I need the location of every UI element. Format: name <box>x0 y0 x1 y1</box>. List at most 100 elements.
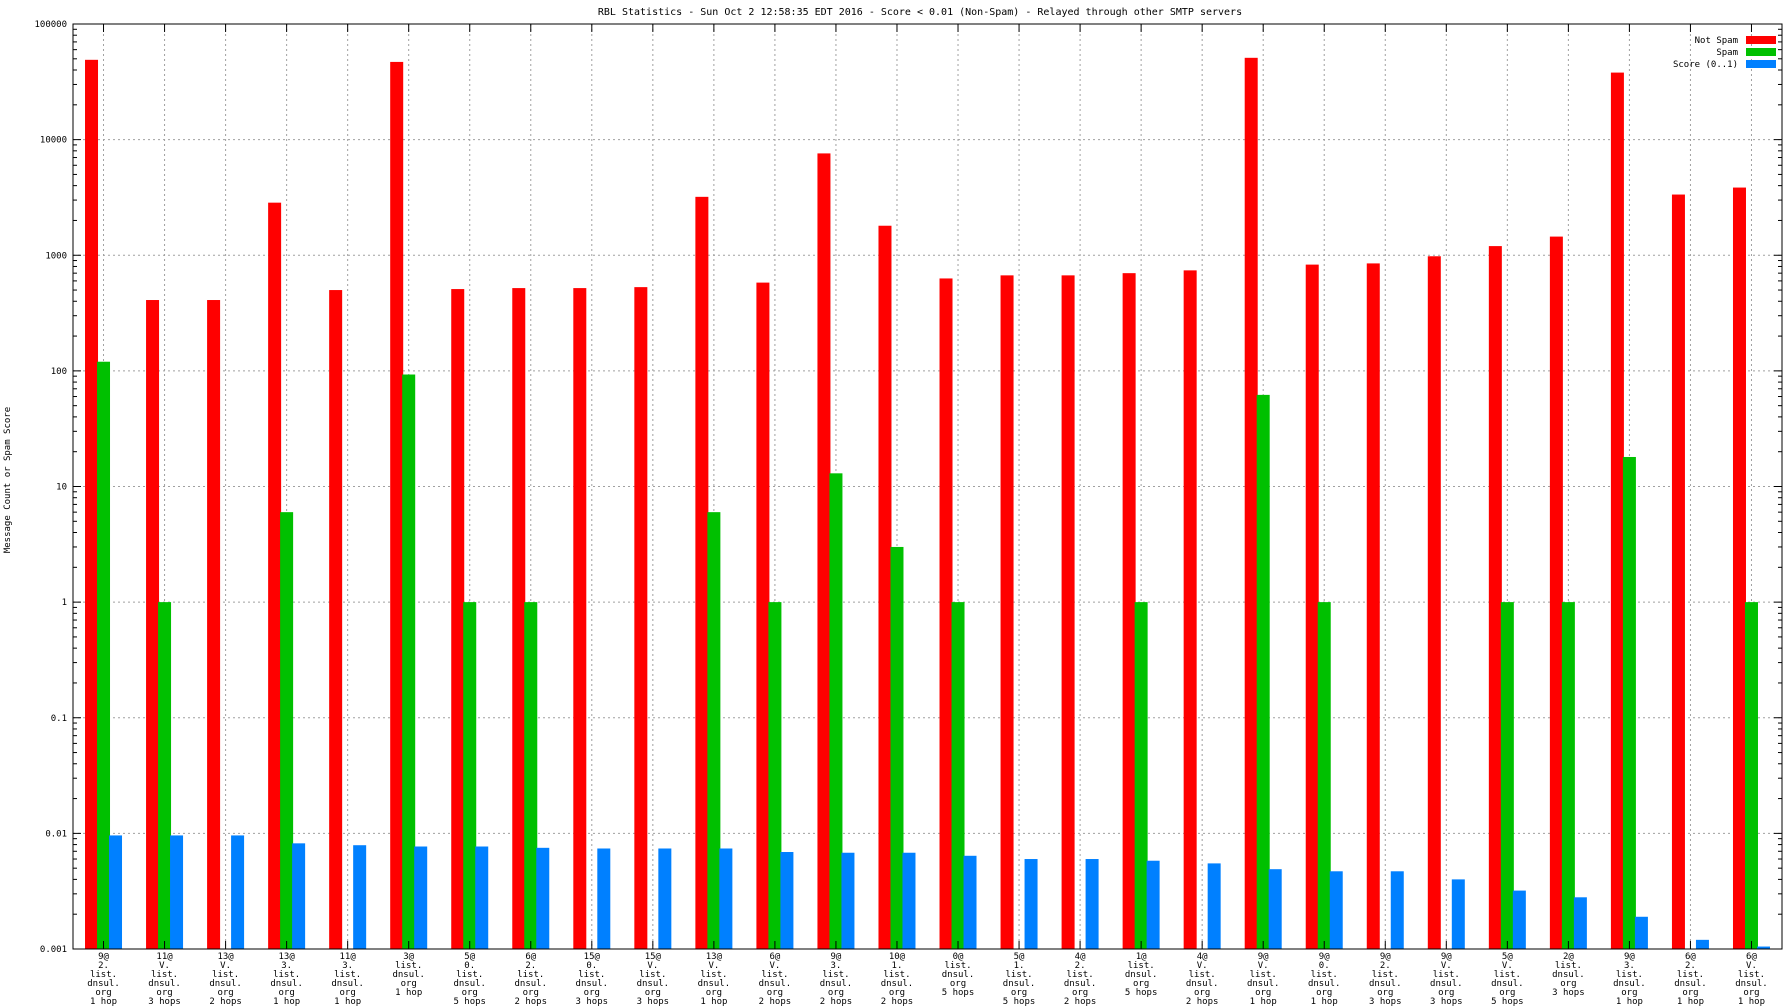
x-tick-label-line: 6@ <box>1685 952 1696 962</box>
bar-not-spam <box>85 59 99 949</box>
bar-not-spam <box>1244 57 1258 950</box>
bar-score-0-1 <box>231 835 245 949</box>
bar-spam <box>1744 602 1758 949</box>
bar-not-spam <box>1000 275 1014 949</box>
x-tick-label: 6@ 2. list. dnsul. org 1 hop <box>1674 952 1707 1007</box>
bar-spam <box>1500 602 1514 949</box>
x-tick-label-line: org <box>1316 988 1332 998</box>
x-tick-label-line: 1. <box>892 961 903 971</box>
x-tick-label-line: 2. <box>1075 961 1086 971</box>
y-tick-label: 0.1 <box>51 714 67 724</box>
bar-not-spam <box>756 282 770 949</box>
x-tick-label-line: org <box>950 979 966 989</box>
bar-spam <box>1622 456 1636 949</box>
x-tick-label-line: org <box>1377 988 1393 998</box>
x-tick-label-line: 3. <box>831 961 842 971</box>
bar-score-0-1 <box>1329 871 1343 949</box>
bar-spam <box>1317 602 1331 949</box>
bar-not-spam <box>1122 273 1136 950</box>
x-tick-label-line: 3 hops <box>148 997 181 1007</box>
x-tick-label-line: dnsul. <box>270 979 303 989</box>
x-tick-label-line: list. <box>1494 970 1521 980</box>
x-tick-label-line: org <box>401 979 417 989</box>
x-tick-label-line: dnsul. <box>576 979 609 989</box>
x-tick-label: 4@ 2. list. dnsul. org 2 hops <box>1064 952 1097 1007</box>
x-tick-label: 5@ 0. list. dnsul. org 5 hops <box>453 952 486 1007</box>
x-tick-label-line: dnsul. <box>1613 979 1646 989</box>
x-tick-label-line: list. <box>1067 970 1094 980</box>
x-tick-label-line: 5@ <box>1502 952 1513 962</box>
x-tick-label-line: dnsul. <box>1125 970 1158 980</box>
y-axis-label: Message Count or Spam Score <box>3 407 13 553</box>
x-tick-label-line: dnsul. <box>820 979 853 989</box>
bar-not-spam <box>1732 187 1746 950</box>
x-tick-label-line: dnsul. <box>1369 979 1402 989</box>
x-tick-label-line: dnsul. <box>1003 979 1036 989</box>
x-tick-label-line: dnsul. <box>515 979 548 989</box>
x-tick-label-line: list. <box>1555 961 1582 971</box>
x-tick-label: 6@ V. list. dnsul. org 1 hop <box>1735 952 1768 1007</box>
x-tick-label-line: org <box>156 988 172 998</box>
x-tick-label-line: V. <box>1258 961 1269 971</box>
bar-score-0-1 <box>658 848 672 949</box>
x-tick-label-line: 1 hop <box>1311 997 1338 1007</box>
bar-spam <box>1134 602 1148 949</box>
x-tick-label-line: dnsul. <box>1552 970 1585 980</box>
x-tick-label-line: org <box>217 988 233 998</box>
x-tick-label-line: 3 hops <box>1369 997 1402 1007</box>
x-tick-label-line: 5 hops <box>453 997 486 1007</box>
x-tick-label-line: 3@ <box>403 952 414 962</box>
x-tick-label-line: dnsul. <box>1186 979 1219 989</box>
x-tick-label-line: 1 hop <box>395 988 422 998</box>
bar-score-0-1 <box>475 846 489 949</box>
bar-spam <box>280 512 294 949</box>
legend-swatch <box>1746 36 1776 44</box>
x-tick-label-line: org <box>1194 988 1210 998</box>
bar-score-0-1 <box>963 855 977 949</box>
x-tick-label-line: 0@ <box>953 952 964 962</box>
x-tick-label-line: list. <box>395 961 422 971</box>
x-tick-label-line: list. <box>761 970 788 980</box>
x-tick-label: 6@ V. list. dnsul. org 2 hops <box>759 952 792 1007</box>
bar-score-0-1 <box>109 835 123 949</box>
y-tick-label: 0.001 <box>40 945 67 955</box>
x-tick-label-line: org <box>95 988 111 998</box>
x-tick-label-line: 2@ <box>1563 952 1574 962</box>
x-tick-label-line: list. <box>90 970 117 980</box>
x-tick-label-line: list. <box>822 970 849 980</box>
bar-spam <box>524 602 538 949</box>
bar-score-0-1 <box>1207 863 1221 949</box>
x-tick-label-line: dnsul. <box>698 979 731 989</box>
y-tick-label: 1 <box>62 598 67 608</box>
x-tick-label-line: 6@ <box>525 952 536 962</box>
x-tick-label-line: V. <box>159 961 170 971</box>
x-tick-label-line: 2 hops <box>515 997 548 1007</box>
x-tick-label-line: dnsul. <box>1674 979 1707 989</box>
legend-swatch <box>1746 48 1776 56</box>
x-tick-label-line: list. <box>1738 970 1765 980</box>
x-tick-label-line: 2. <box>1685 961 1696 971</box>
bar-score-0-1 <box>1268 869 1282 949</box>
x-tick-label-line: V. <box>1197 961 1208 971</box>
x-tick-label-line: dnsul. <box>87 979 120 989</box>
x-tick-label-line: list. <box>578 970 605 980</box>
x-tick-label: 13@ V. list. dnsul. org 2 hops <box>209 952 242 1007</box>
x-tick-label: 1@ list. dnsul. org 5 hops <box>1125 952 1158 998</box>
bar-not-spam <box>1061 275 1075 949</box>
bar-not-spam <box>268 202 282 949</box>
bar-score-0-1 <box>1512 890 1526 949</box>
legend: Not Spam Spam Score (0..1) <box>1673 36 1776 70</box>
bar-not-spam <box>451 289 465 949</box>
y-tick-label: 1000 <box>45 251 67 261</box>
x-tick-label-line: 10@ <box>889 952 906 962</box>
bar-not-spam <box>390 61 404 949</box>
bar-not-spam <box>512 288 526 949</box>
x-tick-label-line: list. <box>639 970 666 980</box>
x-tick-label-line: 5@ <box>464 952 475 962</box>
x-tick-label: 5@ 1. list. dnsul. org 5 hops <box>1003 952 1036 1007</box>
x-tick-label-line: list. <box>212 970 239 980</box>
x-tick-label-line: 3 hops <box>637 997 670 1007</box>
bar-spam <box>768 602 782 949</box>
x-tick-label-line: dnsul. <box>1064 979 1097 989</box>
